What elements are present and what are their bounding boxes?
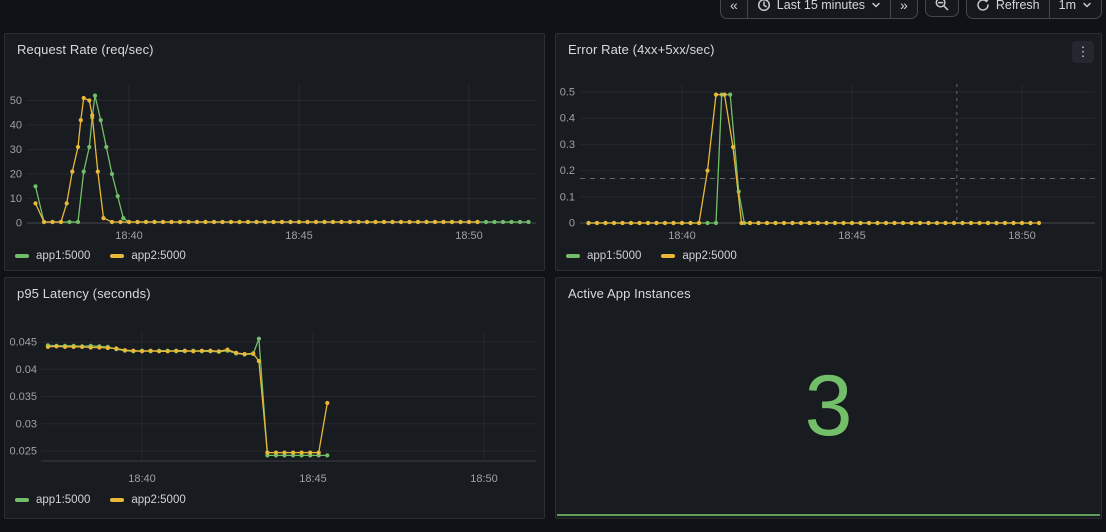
panel-menu-button[interactable]: ⋮: [1072, 41, 1094, 63]
panel-error-rate: Error Rate (4xx+5xx/sec) ⋮ 0 0.1 0.2 0.3 0.4…: [555, 33, 1102, 271]
panel-header[interactable]: p95 Latency (seconds): [5, 278, 544, 308]
svg-text:18:50: 18:50: [1008, 230, 1036, 242]
time-shift-forward-button[interactable]: »: [890, 0, 917, 18]
svg-text:0.2: 0.2: [560, 165, 575, 177]
svg-text:0.4: 0.4: [560, 113, 575, 125]
stat-sparkline: [557, 514, 1100, 516]
svg-text:18:45: 18:45: [299, 473, 327, 485]
legend: app1:5000 app2:5000: [566, 250, 737, 262]
legend-swatch-yellow: [110, 498, 125, 502]
chevron-down-icon: [1083, 2, 1091, 8]
legend-label: app1:5000: [36, 494, 91, 506]
svg-text:10: 10: [10, 193, 22, 205]
clock-icon: [757, 0, 770, 12]
time-range-group: « Last 15 minutes »: [720, 0, 918, 19]
kebab-icon: ⋮: [1076, 44, 1090, 59]
panel-request-rate: Request Rate (req/sec) 0 10 20 30 40 50 18:40 1…: [4, 33, 545, 271]
panel-title: Request Rate (req/sec): [17, 42, 154, 57]
svg-text:0.025: 0.025: [9, 446, 37, 458]
time-range-picker[interactable]: Last 15 minutes: [746, 0, 890, 18]
svg-text:18:40: 18:40: [128, 473, 156, 485]
refresh-icon: [977, 0, 989, 11]
legend-label: app1:5000: [36, 250, 91, 262]
legend-label: app1:5000: [587, 250, 642, 262]
legend-label: app2:5000: [131, 494, 186, 506]
panel-header[interactable]: Active App Instances: [556, 278, 1101, 308]
zoom-out-icon: [935, 0, 949, 11]
p95-latency-chart[interactable]: 0.025 0.03 0.035 0.04 0.045 18:40 18:45 18:50: [5, 278, 544, 518]
legend-swatch-yellow: [110, 254, 125, 258]
panel-active-instances: Active App Instances 3: [555, 277, 1102, 519]
legend-swatch-green: [566, 254, 580, 258]
svg-text:18:50: 18:50: [455, 230, 483, 242]
svg-text:0.045: 0.045: [9, 337, 37, 349]
chevron-down-icon: [872, 2, 880, 8]
refresh-interval-picker[interactable]: 1m: [1048, 0, 1101, 18]
panel-title: Error Rate (4xx+5xx/sec): [568, 42, 715, 57]
legend-item-app1[interactable]: app1:5000: [15, 494, 90, 506]
legend-label: app2:5000: [131, 250, 186, 262]
legend-item-app1[interactable]: app1:5000: [566, 250, 641, 262]
svg-text:0: 0: [16, 218, 22, 230]
time-shift-back-button[interactable]: «: [721, 0, 747, 18]
panel-p95-latency: p95 Latency (seconds) 0.025 0.03 0.035 0.04…: [4, 277, 545, 519]
svg-text:18:50: 18:50: [470, 473, 498, 485]
error-rate-chart[interactable]: 0 0.1 0.2 0.3 0.4 0.5 18:40 18:45 18:50: [556, 34, 1101, 270]
svg-text:0.035: 0.035: [9, 391, 37, 403]
time-range-label: Last 15 minutes: [776, 0, 866, 12]
legend-item-app2[interactable]: app2:5000: [110, 494, 186, 506]
panel-title: Active App Instances: [568, 286, 691, 301]
refresh-interval-label: 1m: [1058, 0, 1076, 12]
legend-item-app2[interactable]: app2:5000: [661, 250, 737, 262]
svg-text:0: 0: [569, 218, 575, 230]
legend-label: app2:5000: [682, 250, 737, 262]
request-rate-chart[interactable]: 0 10 20 30 40 50 18:40 18:45 18:50: [5, 34, 544, 270]
panel-header[interactable]: Request Rate (req/sec): [5, 34, 544, 64]
svg-text:18:40: 18:40: [668, 230, 696, 242]
svg-text:18:45: 18:45: [838, 230, 866, 242]
svg-text:50: 50: [10, 95, 22, 107]
legend: app1:5000 app2:5000: [15, 494, 186, 506]
svg-text:0.5: 0.5: [560, 87, 575, 99]
panel-title: p95 Latency (seconds): [17, 286, 151, 301]
legend-item-app1[interactable]: app1:5000: [15, 250, 90, 262]
legend-swatch-yellow: [661, 254, 676, 258]
legend-item-app2[interactable]: app2:5000: [110, 250, 186, 262]
svg-text:18:45: 18:45: [285, 230, 313, 242]
time-controls-toolbar: « Last 15 minutes »: [720, 0, 1102, 19]
refresh-label: Refresh: [995, 0, 1040, 12]
legend-swatch-green: [15, 254, 29, 258]
svg-text:0.04: 0.04: [16, 364, 37, 376]
svg-text:30: 30: [10, 144, 22, 156]
chevrons-left-icon: «: [730, 0, 738, 13]
svg-text:0.1: 0.1: [560, 191, 575, 203]
svg-text:40: 40: [10, 120, 22, 132]
chevrons-right-icon: »: [900, 0, 908, 13]
refresh-group: Refresh 1m: [965, 0, 1102, 19]
legend: app1:5000 app2:5000: [15, 250, 186, 262]
panel-header[interactable]: Error Rate (4xx+5xx/sec) ⋮: [556, 34, 1101, 64]
zoom-out-button[interactable]: [924, 0, 959, 17]
svg-text:20: 20: [10, 169, 22, 181]
refresh-button[interactable]: Refresh: [967, 0, 1049, 18]
stat-value: 3: [804, 357, 853, 454]
legend-swatch-green: [15, 498, 29, 502]
svg-text:0.03: 0.03: [16, 418, 37, 430]
svg-text:18:40: 18:40: [115, 230, 143, 242]
svg-text:0.3: 0.3: [560, 139, 575, 151]
